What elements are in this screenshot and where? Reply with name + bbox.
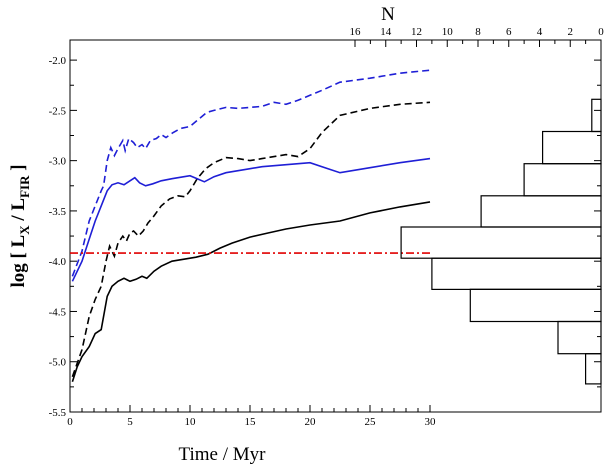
series-line-0 xyxy=(71,69,431,277)
top-tick-label-3: 10 xyxy=(442,26,454,38)
y-tick-label-1: -5.0 xyxy=(49,357,67,369)
top-axis: 16 14 12 10 8 6 4 2 0 xyxy=(350,26,604,47)
hist-bar-4 xyxy=(400,226,602,259)
top-tick-label-2: 12 xyxy=(411,26,422,38)
y-tick-label-6: -2.5 xyxy=(49,105,67,117)
x-tick-label-5: 25 xyxy=(365,416,377,428)
series-line-3 xyxy=(71,201,431,383)
ylabel-sub1: X xyxy=(17,225,32,235)
x-tick-label-6: 30 xyxy=(425,416,437,428)
top-tick-label-7: 2 xyxy=(568,26,574,38)
y-axis: -5.5 -5.0 -4.5 -4.0 -3.5 -3.0 -2.5 -2.0 xyxy=(49,55,601,419)
x-tick-label-4: 20 xyxy=(305,416,317,428)
top-tick-label-4: 8 xyxy=(475,26,481,38)
x-tick-label-2: 10 xyxy=(185,416,197,428)
hist-bar-2 xyxy=(469,288,602,323)
ylabel-sub2: FIR xyxy=(17,175,32,198)
hist-bar-8 xyxy=(591,98,602,133)
y-tick-label-3: -4.0 xyxy=(49,256,67,268)
y-axis-title: log [ LX / LFIR ] xyxy=(8,164,32,287)
histogram-layer xyxy=(400,98,602,385)
x-tick-label-3: 15 xyxy=(245,416,257,428)
x-tick-label-0: 0 xyxy=(67,416,73,428)
ylabel-suffix: ] xyxy=(8,164,29,175)
top-tick-label-8: 0 xyxy=(598,26,604,38)
hist-bar-5 xyxy=(480,195,602,228)
y-tick-label-5: -3.0 xyxy=(49,156,67,168)
ylabel-mid: / L xyxy=(8,198,29,225)
ylabel-prefix: log [ L xyxy=(8,235,29,288)
y-tick-label-7: -2.0 xyxy=(49,55,67,67)
hist-bar-7 xyxy=(541,130,602,165)
top-tick-label-5: 6 xyxy=(506,26,512,38)
plot-frame xyxy=(69,39,602,413)
hist-bar-0 xyxy=(584,353,602,385)
x-axis-title: Time / Myr xyxy=(179,444,267,465)
y-tick-label-2: -4.5 xyxy=(49,306,67,318)
top-tick-label-0: 16 xyxy=(350,26,362,38)
series-line-2 xyxy=(71,157,431,282)
x-axis: 0 5 10 15 20 25 30 xyxy=(67,405,436,428)
x-tick-label-1: 5 xyxy=(127,416,133,428)
hist-bar-1 xyxy=(557,320,602,355)
top-axis-title: N xyxy=(381,4,395,25)
top-tick-label-1: 14 xyxy=(380,26,392,38)
hist-bar-6 xyxy=(523,163,602,197)
series-line-1 xyxy=(71,101,431,378)
y-tick-label-0: -5.5 xyxy=(49,407,67,419)
series-layer xyxy=(70,69,431,383)
hist-bar-3 xyxy=(431,257,602,291)
y-tick-label-4: -3.5 xyxy=(49,206,67,218)
top-tick-label-6: 4 xyxy=(537,26,543,38)
